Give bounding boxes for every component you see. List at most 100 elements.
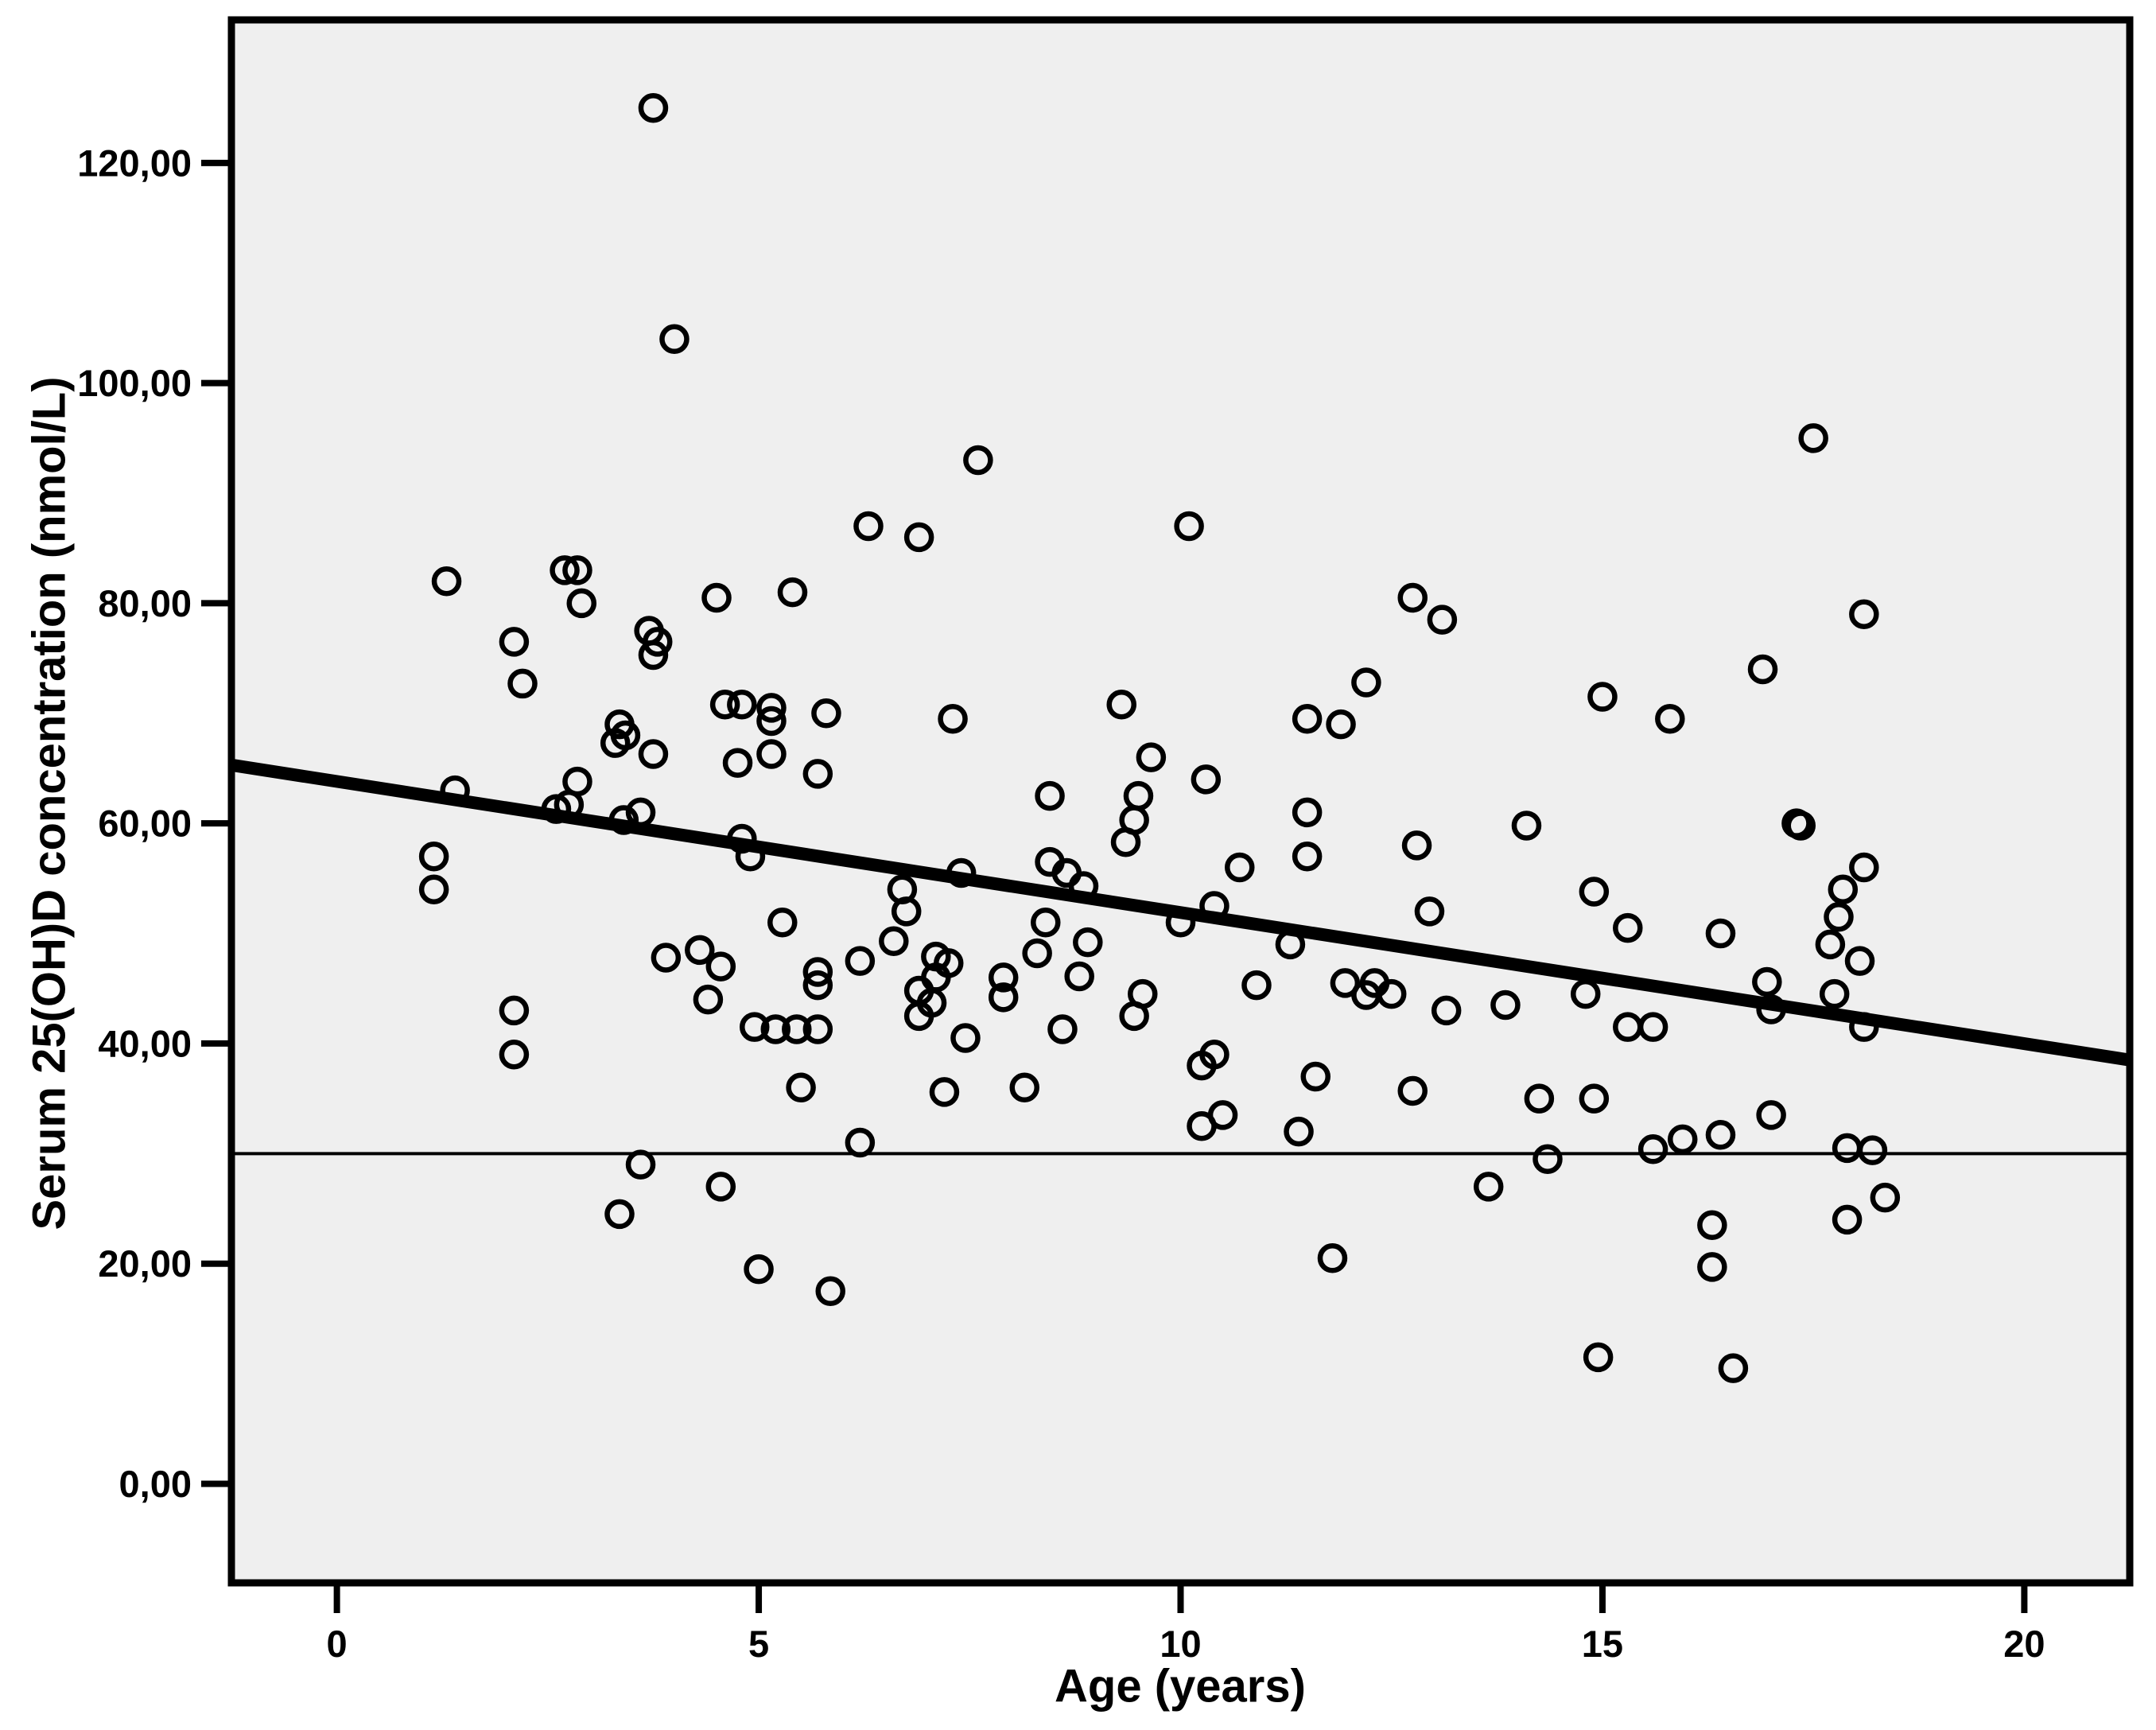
data-point [1106,689,1136,720]
data-point [1637,1012,1668,1042]
data-point [1284,1116,1314,1147]
data-point [642,627,673,657]
x-tick-label: 20 [2003,1623,2045,1665]
data-point [659,324,690,355]
data-point [963,445,993,476]
data-point [811,698,841,729]
y-tick-label: 0,00 [119,1463,192,1505]
data-point [562,766,592,797]
data-point [1225,852,1255,883]
data-point [950,1023,981,1053]
y-tick-label: 60,00 [98,803,192,845]
data-point [705,1172,736,1202]
data-point [1613,912,1643,943]
data-point [1844,946,1875,976]
data-point [1752,966,1782,997]
data-point [1330,968,1361,998]
data-point [499,1040,530,1070]
data-point [1870,1182,1901,1213]
data-point [1705,918,1736,949]
data-point [705,951,736,982]
data-point [845,946,876,976]
data-point [1300,1061,1331,1092]
data-point [744,1254,774,1285]
data-point [638,92,669,123]
data-point [1376,978,1407,1009]
data-point [756,706,787,737]
data-point [604,1199,635,1230]
data-point [740,1012,770,1042]
data-point [1524,1083,1555,1114]
data-point [782,1014,812,1044]
data-point [1397,582,1428,613]
data-point [499,627,530,657]
data-point [929,1077,960,1107]
data-point [1533,1144,1563,1174]
data-point [1009,1072,1039,1103]
data-point [1473,1172,1504,1202]
data-point [1832,1204,1863,1235]
x-tick-label: 5 [748,1623,769,1665]
data-point [1849,599,1879,630]
data-point [1579,877,1610,907]
data-point [1136,742,1167,772]
data-point [879,926,909,956]
data-point [1490,989,1521,1021]
data-point [701,582,732,613]
data-point [756,739,787,769]
data-point [786,1072,816,1103]
data-point [1292,797,1323,828]
data-point [1110,826,1141,857]
data-point [1119,1001,1149,1032]
data-point [418,841,449,872]
data-point [418,874,449,904]
data-point [600,728,631,758]
data-point [1697,1252,1727,1282]
data-point [1401,830,1432,861]
data-point [1292,841,1323,872]
data-point [1824,902,1854,932]
data-point [685,935,715,966]
data-point [777,577,808,608]
data-point [1511,811,1542,841]
data-point [1756,1100,1786,1130]
data-point [1035,780,1065,811]
data-point [1849,852,1879,883]
data-point [499,995,530,1026]
data-point [1317,1243,1348,1273]
data-point [815,1276,845,1307]
data-point [550,555,580,585]
data-point [1667,1124,1698,1155]
data-point [1705,1120,1736,1150]
data-point [760,1014,791,1044]
data-point [756,693,787,723]
data-point [651,943,682,973]
data-point [1819,978,1850,1009]
data-point [1073,927,1103,958]
data-point [727,689,757,720]
data-point [1718,1353,1749,1383]
data-point [1191,764,1222,795]
y-tick-label: 120,00 [77,142,192,184]
data-point [802,759,833,789]
data-point [1414,896,1445,927]
data-point [1207,1100,1238,1130]
data-point [1241,970,1272,1001]
data-point [1583,1342,1614,1373]
data-point [709,689,740,720]
data-point [1174,511,1204,542]
data-point [722,748,753,778]
data-point [1047,1014,1078,1044]
data-point [802,957,833,987]
data-point [1815,929,1846,960]
data-point [1637,1134,1668,1164]
data-point [431,566,462,597]
y-axis-title: Serum 25(OH)D concentration (nmol/L) [23,376,76,1230]
regression-line [230,758,2131,1067]
data-point [1857,1135,1888,1165]
data-point [1187,1050,1217,1081]
y-tick-label: 80,00 [98,582,192,624]
data-point [1292,703,1323,734]
data-point [562,555,592,585]
